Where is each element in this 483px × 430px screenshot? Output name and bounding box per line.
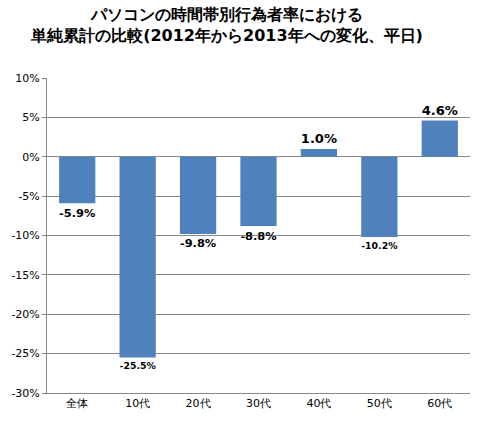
svg-text:-5%: -5%: [18, 190, 39, 203]
svg-text:50代: 50代: [367, 397, 392, 410]
svg-text:10代: 10代: [125, 397, 150, 410]
svg-text:5%: 5%: [22, 111, 39, 124]
svg-text:-30%: -30%: [11, 387, 39, 400]
svg-text:1.0%: 1.0%: [301, 131, 337, 146]
svg-text:-10%: -10%: [11, 229, 39, 242]
svg-text:-20%: -20%: [11, 308, 39, 321]
svg-text:-5.9%: -5.9%: [59, 206, 96, 220]
svg-text:10%: 10%: [15, 72, 39, 85]
svg-text:-10.2%: -10.2%: [361, 240, 398, 251]
svg-text:4.6%: 4.6%: [422, 103, 458, 118]
svg-text:全体: 全体: [66, 397, 88, 410]
svg-text:40代: 40代: [306, 397, 331, 410]
svg-text:-9.8%: -9.8%: [180, 236, 217, 250]
svg-text:-8.8%: -8.8%: [240, 229, 277, 243]
svg-text:-25%: -25%: [11, 347, 39, 360]
svg-text:-25.5%: -25.5%: [120, 360, 157, 371]
svg-text:パソコンの時間帯別行為者率における単純累計の比較(2012年: パソコンの時間帯別行為者率における単純累計の比較(2012年から2013年への変…: [30, 5, 423, 45]
svg-text:20代: 20代: [186, 397, 211, 410]
svg-text:-15%: -15%: [11, 269, 39, 282]
svg-text:30代: 30代: [246, 397, 271, 410]
svg-text:0%: 0%: [22, 151, 39, 164]
svg-text:60代: 60代: [427, 397, 452, 410]
